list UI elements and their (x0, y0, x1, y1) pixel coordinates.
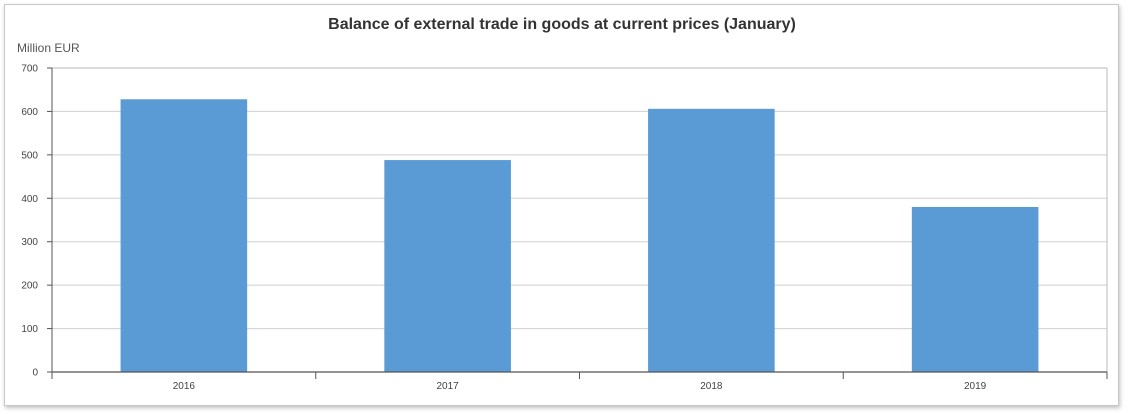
y-tick-label: 400 (21, 194, 38, 205)
y-tick-label: 700 (21, 64, 38, 75)
y-tick-label: 600 (21, 107, 38, 118)
y-tick-label: 500 (21, 150, 38, 161)
bar-2019 (911, 206, 1039, 372)
chart-title: Balance of external trade in goods at cu… (328, 16, 796, 33)
axes (47, 67, 1108, 379)
y-tick-label: 300 (21, 237, 38, 248)
x-tick-label: 2019 (964, 381, 987, 392)
bar-2018 (648, 108, 775, 372)
y-tick-label: 0 (32, 368, 38, 379)
y-tick-label: 100 (21, 324, 38, 335)
bar-2017 (384, 160, 511, 372)
bar-2016 (120, 99, 248, 373)
y-tick-label: 200 (21, 281, 38, 292)
y-axis-unit-label: Million EUR (17, 41, 80, 55)
x-tick-label: 2018 (700, 381, 723, 392)
x-tick-label: 2016 (173, 381, 196, 392)
x-tick-label: 2017 (437, 381, 460, 392)
tick-labels: 0 100 200 300 400 500 600 700 2016 2017 2018 2019 (21, 64, 986, 393)
bars (120, 99, 1039, 373)
